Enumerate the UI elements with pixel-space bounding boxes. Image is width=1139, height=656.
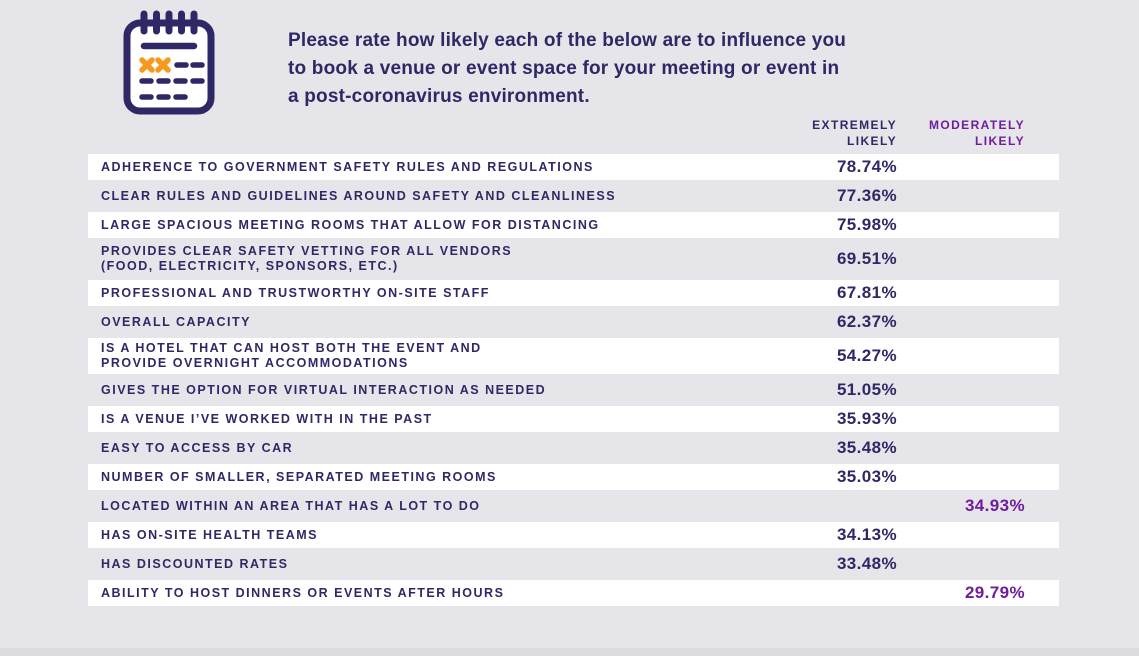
extremely-likely-value: 62.37% bbox=[836, 312, 897, 331]
extremely-likely-value: 51.05% bbox=[836, 380, 897, 399]
table-row: HAS DISCOUNTED RATES 33.48% bbox=[88, 551, 1059, 577]
extremely-likely-value: 78.74% bbox=[836, 157, 897, 176]
extremely-likely-value: 35.93% bbox=[836, 409, 897, 428]
column-header-moderately-likely: MODERATELY LIKELY bbox=[928, 118, 1025, 148]
row-label: NUMBER OF SMALLER, SEPARATED MEETING ROO… bbox=[101, 469, 497, 484]
extremely-likely-value: 75.98% bbox=[836, 215, 897, 234]
row-label: CLEAR RULES AND GUIDELINES AROUND SAFETY… bbox=[101, 188, 617, 203]
extremely-likely-value: 34.13% bbox=[836, 525, 897, 544]
row-label: LOCATED WITHIN AN AREA THAT HAS A LOT TO… bbox=[101, 498, 481, 513]
page-title: Please rate how likely each of the below… bbox=[288, 30, 847, 107]
row-label: PROFESSIONAL AND TRUSTWORTHY ON-SITE STA… bbox=[101, 285, 490, 300]
row-label: EASY TO ACCESS BY CAR bbox=[101, 440, 294, 455]
table-row: CLEAR RULES AND GUIDELINES AROUND SAFETY… bbox=[88, 183, 1059, 209]
table-row: PROVIDES CLEAR SAFETY VETTING FOR ALL VE… bbox=[88, 241, 1059, 277]
row-label: IS A HOTEL THAT CAN HOST BOTH THE EVENT … bbox=[101, 341, 482, 370]
column-header-extremely-likely: EXTREMELY LIKELY bbox=[812, 118, 897, 148]
extremely-likely-value: 77.36% bbox=[836, 186, 897, 205]
row-label: ADHERENCE TO GOVERNMENT SAFETY RULES AND… bbox=[101, 159, 594, 174]
row-label: PROVIDES CLEAR SAFETY VETTING FOR ALL VE… bbox=[101, 244, 513, 273]
table-row: EASY TO ACCESS BY CAR 35.48% bbox=[88, 435, 1059, 461]
table-row: LARGE SPACIOUS MEETING ROOMS THAT ALLOW … bbox=[88, 212, 1059, 238]
bottom-strip bbox=[0, 648, 1139, 656]
row-label: HAS ON-SITE HEALTH TEAMS bbox=[101, 527, 319, 542]
table-row: NUMBER OF SMALLER, SEPARATED MEETING ROO… bbox=[88, 464, 1059, 490]
extremely-likely-value: 67.81% bbox=[836, 283, 897, 302]
moderately-likely-value: 34.93% bbox=[964, 496, 1025, 515]
row-label: OVERALL CAPACITY bbox=[101, 314, 251, 329]
table-row: GIVES THE OPTION FOR VIRTUAL INTERACTION… bbox=[88, 377, 1059, 403]
row-label: GIVES THE OPTION FOR VIRTUAL INTERACTION… bbox=[101, 382, 547, 397]
results-table: ADHERENCE TO GOVERNMENT SAFETY RULES AND… bbox=[88, 154, 1059, 609]
row-label: LARGE SPACIOUS MEETING ROOMS THAT ALLOW … bbox=[101, 217, 600, 232]
row-label: IS A VENUE I’VE WORKED WITH IN THE PAST bbox=[101, 411, 433, 426]
table-row: ADHERENCE TO GOVERNMENT SAFETY RULES AND… bbox=[88, 154, 1059, 180]
extremely-likely-value: 33.48% bbox=[836, 554, 897, 573]
table-row: IS A HOTEL THAT CAN HOST BOTH THE EVENT … bbox=[88, 338, 1059, 374]
row-label: ABILITY TO HOST DINNERS OR EVENTS AFTER … bbox=[101, 585, 505, 600]
table-row: LOCATED WITHIN AN AREA THAT HAS A LOT TO… bbox=[88, 493, 1059, 519]
table-row: HAS ON-SITE HEALTH TEAMS 34.13% bbox=[88, 522, 1059, 548]
extremely-likely-value: 69.51% bbox=[836, 249, 897, 268]
table-row: PROFESSIONAL AND TRUSTWORTHY ON-SITE STA… bbox=[88, 280, 1059, 306]
table-row: ABILITY TO HOST DINNERS OR EVENTS AFTER … bbox=[88, 580, 1059, 606]
extremely-likely-value: 35.48% bbox=[836, 438, 897, 457]
moderately-likely-value: 29.79% bbox=[964, 583, 1025, 602]
calendar-icon bbox=[116, 8, 222, 118]
extremely-likely-value: 54.27% bbox=[836, 346, 897, 365]
table-row: OVERALL CAPACITY 62.37% bbox=[88, 309, 1059, 335]
table-row: IS A VENUE I’VE WORKED WITH IN THE PAST … bbox=[88, 406, 1059, 432]
row-label: HAS DISCOUNTED RATES bbox=[101, 556, 289, 571]
extremely-likely-value: 35.03% bbox=[836, 467, 897, 486]
